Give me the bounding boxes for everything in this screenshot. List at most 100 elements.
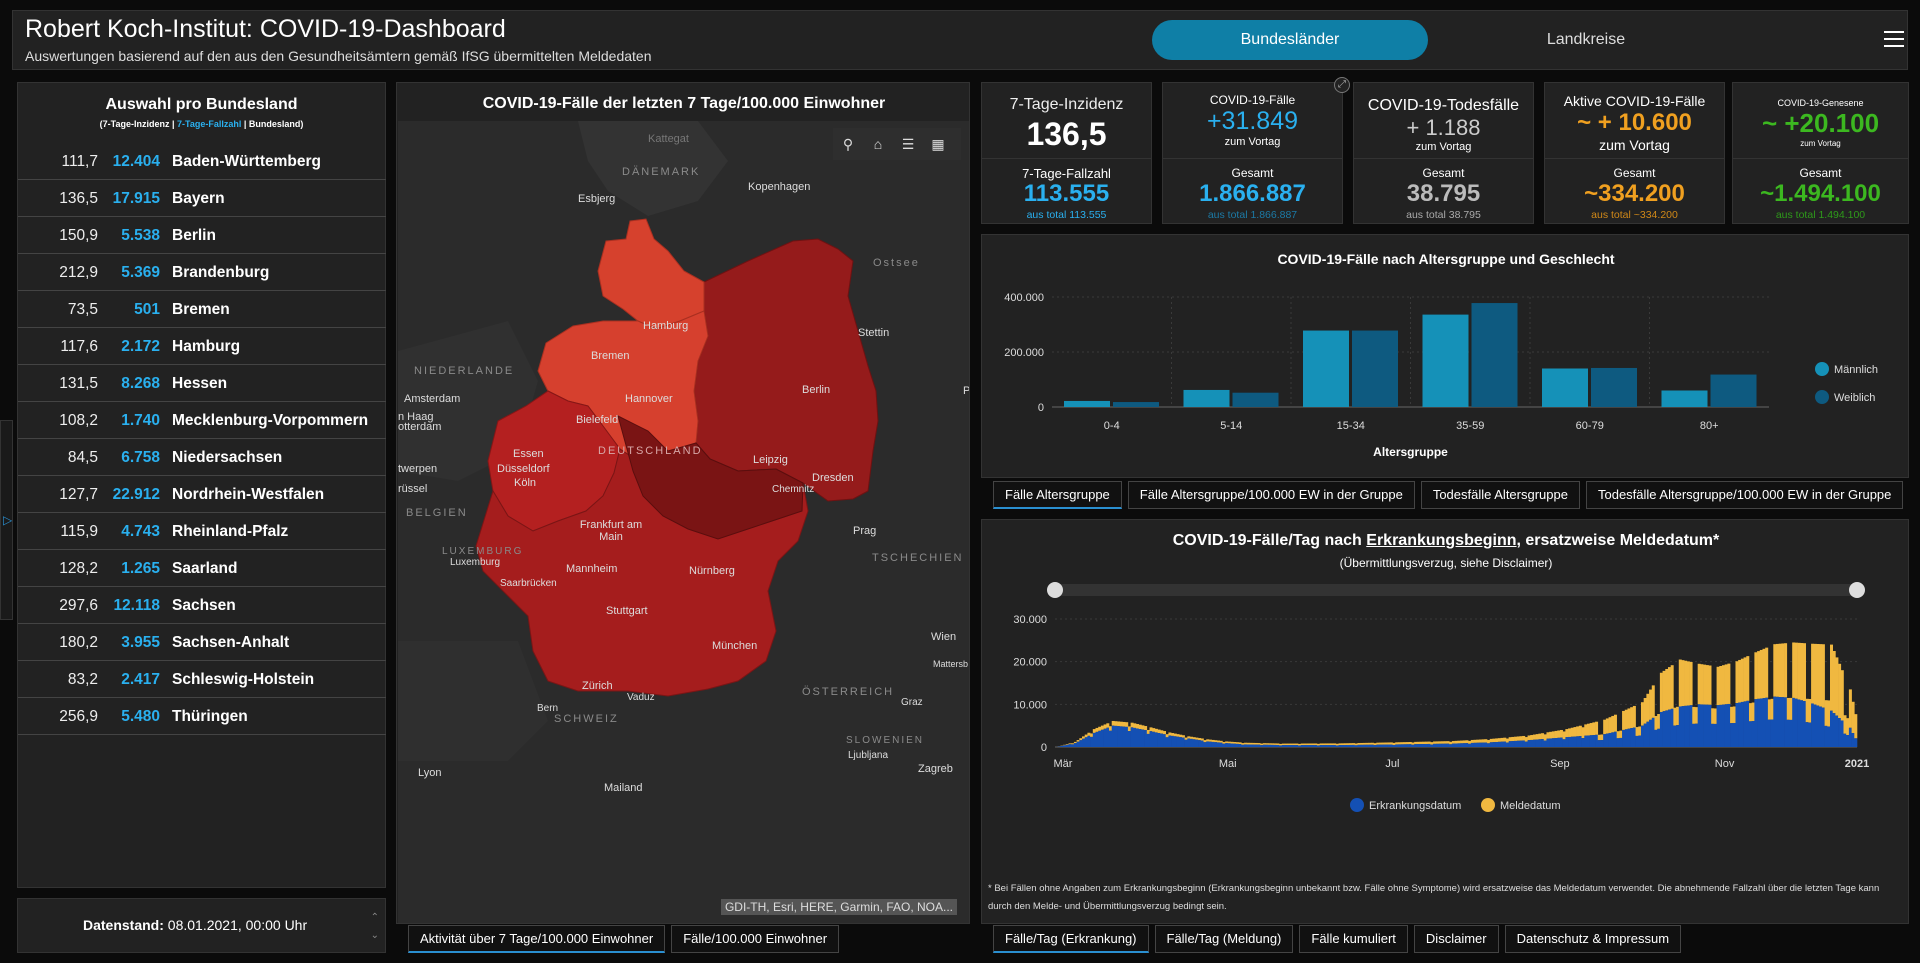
tab-epi_chart-0[interactable]: Fälle/Tag (Erkrankung) [993, 925, 1149, 953]
epi-bar-erkrankung [1597, 740, 1601, 747]
tab-landkreise[interactable]: Landkreise [1546, 31, 1626, 48]
sidebar-expand-handle[interactable]: ▷ [0, 420, 13, 620]
epi-bar-meldedatum [1198, 738, 1202, 741]
epi-bar-erkrankung [1800, 700, 1804, 747]
epi-bar-meldedatum [1400, 742, 1404, 745]
tab-age_chart-2[interactable]: Todesfälle Altersgruppe [1420, 481, 1580, 509]
epi-bar-meldedatum [1689, 661, 1693, 706]
epi-bar-meldedatum [1260, 743, 1264, 746]
epi-bar-erkrankung [1341, 745, 1345, 747]
state-row[interactable]: 115,9 4.743 Rheinland-Pfalz [18, 513, 386, 550]
legend-part: (7-Tage-Inzidenz | [99, 119, 177, 129]
epi-bar-erkrankung [1595, 734, 1599, 747]
epi-bar-meldedatum [1311, 743, 1315, 746]
epi-bar-erkrankung [1292, 745, 1296, 747]
state-row[interactable]: 117,6 2.172 Hamburg [18, 328, 386, 365]
hamburger-menu-icon[interactable] [1884, 31, 1904, 49]
epi-bar-meldedatum [1165, 734, 1169, 738]
epi-bar-erkrankung [1538, 739, 1542, 747]
state-row[interactable]: 256,9 5.480 Thüringen [18, 698, 386, 735]
tab-age_chart-3[interactable]: Todesfälle Altersgruppe/100.000 EW in de… [1585, 481, 1904, 509]
map-canvas[interactable]: ⚲ ⌂ ☰ ▦ Kattegat DÄNEMARK Esbjerg Kopenhage… [398, 121, 969, 923]
germany-map[interactable] [398, 121, 969, 923]
state-row[interactable]: 84,5 6.758 Niedersachsen [18, 439, 386, 476]
epicurve-title-link[interactable]: Erkrankungsbeginn [1366, 532, 1517, 549]
epi-bar-erkrankung [1473, 742, 1477, 747]
epi-bar-erkrankung [1527, 740, 1531, 747]
epi-legend-marker [1350, 798, 1364, 812]
datenstand-scroll[interactable]: ⌃ ⌄ [371, 909, 379, 945]
epi-bar-erkrankung [1370, 744, 1374, 747]
tab-epi_chart-1[interactable]: Fälle/Tag (Meldung) [1154, 925, 1294, 953]
map-attribution[interactable]: GDI-TH, Esri, HERE, Garmin, FAO, NOA... [720, 899, 957, 915]
basemap-grid-icon[interactable]: ▦ [931, 136, 945, 152]
epi-bar-erkrankung [1360, 744, 1364, 747]
age-xaxis-label: Altersgruppe [1373, 445, 1448, 459]
epi-bar-erkrankung [1724, 704, 1728, 747]
age-chart[interactable]: 0 200.000 400.000 0-4 5-14 15-34 35-59 60-79 80+… [982, 235, 1910, 479]
epi-bar-erkrankung [1271, 744, 1275, 747]
epi-bar-erkrankung [1373, 745, 1377, 747]
epi-bar-erkrankung [1551, 738, 1555, 747]
expand-icon[interactable]: ⤢ [1334, 77, 1350, 93]
tab-epi_chart-3[interactable]: Disclaimer [1413, 925, 1499, 953]
tab-aktivitaet[interactable]: Aktivität über 7 Tage/100.000 Einwohner [408, 925, 666, 953]
age-bar-weiblich [1591, 367, 1637, 407]
epi-bar-meldedatum [1754, 652, 1758, 700]
state-incidence: 131,5 [59, 375, 98, 392]
state-row[interactable]: 212,9 5.369 Brandenburg [18, 254, 386, 291]
state-row[interactable]: 108,2 1.740 Mecklenburg-Vorpommern [18, 402, 386, 439]
epi-bar-meldedatum [1489, 738, 1493, 743]
epi-bar-erkrankung [1605, 733, 1609, 747]
tab-age_chart-1[interactable]: Fälle Altersgruppe/100.000 EW in der Gru… [1127, 481, 1415, 509]
epi-bar-erkrankung [1495, 742, 1499, 747]
epicurve-chart[interactable]: 0 10.000 20.000 30.000 Mär Mai Jul Sep Nov 2021 Er… [982, 575, 1910, 875]
epi-bar-meldedatum [1527, 735, 1531, 741]
epi-bar-meldedatum [1362, 742, 1366, 745]
epi-bar-erkrankung [1665, 710, 1669, 747]
epi-bar-erkrankung [1289, 745, 1293, 747]
state-row[interactable]: 73,5 501 Bremen [18, 291, 386, 328]
epi-bar-meldedatum [1535, 734, 1539, 740]
epi-bar-erkrankung [1805, 722, 1809, 747]
state-row[interactable]: 127,7 22.912 Nordrhein-Westfalen [18, 476, 386, 513]
state-name: Thüringen [172, 708, 248, 725]
epi-bar-meldedatum [1217, 740, 1221, 743]
state-row[interactable]: 83,2 2.417 Schleswig-Holstein [18, 661, 386, 698]
state-row[interactable]: 150,9 5.538 Berlin [18, 217, 386, 254]
tab-bundeslaender[interactable]: Bundesländer [1152, 20, 1428, 60]
epi-bar-meldedatum [1808, 698, 1812, 723]
state-row[interactable]: 136,5 17.915 Bayern [18, 180, 386, 217]
region-schleswig-holstein[interactable] [597, 218, 705, 330]
region-thueringen-sachsen[interactable] [617, 415, 804, 540]
epi-bar-meldedatum [1352, 743, 1356, 745]
epi-bar-erkrankung [1354, 745, 1358, 747]
epi-bar-meldedatum [1219, 740, 1223, 743]
tab-epi_chart-2[interactable]: Fälle kumuliert [1299, 925, 1408, 953]
state-row[interactable]: 111,7 12.404 Baden-Württemberg [18, 143, 386, 180]
range-slider-track [1055, 584, 1857, 596]
epi-bar-meldedatum [1600, 734, 1604, 741]
chevron-up-icon[interactable]: ⌃ [370, 912, 379, 923]
state-row[interactable]: 180,2 3.955 Sachsen-Anhalt [18, 624, 386, 661]
epi-bar-meldedatum [1827, 700, 1831, 727]
range-slider-start-handle[interactable] [1047, 582, 1063, 598]
range-slider-end-handle[interactable] [1849, 582, 1865, 598]
state-row[interactable]: 128,2 1.265 Saarland [18, 550, 386, 587]
state-incidence: 180,2 [59, 634, 98, 651]
state-row[interactable]: 131,5 8.268 Hessen [18, 365, 386, 402]
epi-bar-meldedatum [1327, 743, 1331, 746]
state-row[interactable]: 297,6 12.118 Sachsen [18, 587, 386, 624]
list-icon[interactable]: ☰ [901, 136, 915, 152]
tab-epi_chart-4[interactable]: Datenschutz & Impressum [1504, 925, 1682, 953]
home-icon[interactable]: ⌂ [873, 136, 883, 152]
epi-bar-meldedatum [1127, 726, 1131, 732]
epi-ytick-label: 0 [1041, 742, 1047, 754]
epi-bar-erkrankung [1119, 726, 1123, 747]
chevron-down-icon[interactable]: ⌄ [370, 930, 379, 941]
epicurve-title-part: COVID-19-Fälle/Tag nach [1172, 532, 1367, 549]
tab-faelle-pro-100k[interactable]: Fälle/100.000 Einwohner [671, 925, 840, 953]
search-icon[interactable]: ⚲ [842, 136, 854, 152]
tab-age_chart-0[interactable]: Fälle Altersgruppe [993, 481, 1122, 509]
epi-bar-erkrankung [1719, 704, 1723, 747]
